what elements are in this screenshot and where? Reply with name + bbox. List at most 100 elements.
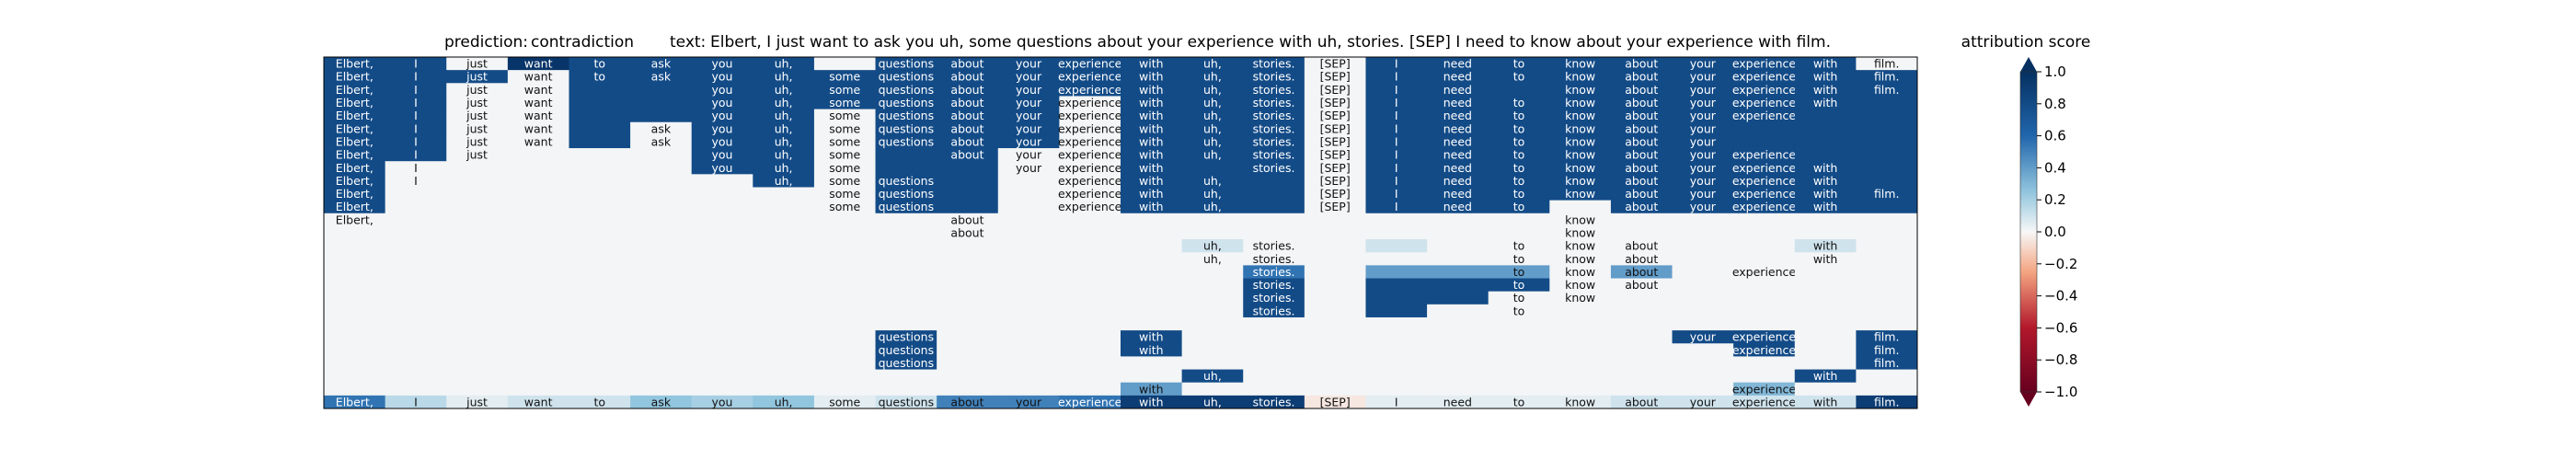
heatmap-cell bbox=[1243, 225, 1305, 240]
token-label: you bbox=[712, 134, 733, 148]
heatmap-cell bbox=[937, 291, 999, 305]
token-label: your bbox=[1690, 57, 1717, 71]
heatmap-cell bbox=[324, 200, 386, 214]
token-label: some bbox=[829, 96, 860, 109]
colorbar-tick-label: 0.4 bbox=[2044, 159, 2066, 176]
token-label: need bbox=[1443, 96, 1472, 109]
heatmap-cell bbox=[446, 239, 509, 253]
heatmap-cell bbox=[1427, 148, 1489, 162]
token-label: experience bbox=[1732, 200, 1797, 213]
heatmap-cell bbox=[937, 356, 999, 370]
heatmap-cell bbox=[1365, 369, 1428, 384]
heatmap-cell bbox=[691, 369, 753, 384]
token-label: to bbox=[1513, 252, 1525, 266]
heatmap-cell bbox=[813, 239, 876, 253]
heatmap-cell bbox=[1672, 109, 1734, 123]
token-label: know bbox=[1565, 278, 1595, 292]
heatmap-cell bbox=[997, 278, 1060, 293]
token-label: need bbox=[1443, 83, 1472, 97]
colorbar-tick-label: 0.0 bbox=[2044, 224, 2066, 240]
heatmap-cell bbox=[1121, 57, 1183, 71]
token-label: Elbert, bbox=[336, 109, 374, 122]
heatmap-cell bbox=[1856, 252, 1918, 266]
heatmap-cell bbox=[997, 316, 1060, 331]
heatmap-cell bbox=[1365, 121, 1428, 136]
heatmap-cell bbox=[1121, 109, 1183, 123]
heatmap-cell bbox=[937, 304, 999, 318]
heatmap-cell bbox=[1304, 225, 1366, 240]
token-label: stories. bbox=[1253, 57, 1295, 71]
heatmap-cell bbox=[1121, 121, 1183, 136]
heatmap-cell bbox=[1427, 395, 1489, 409]
heatmap-cell bbox=[1304, 200, 1366, 214]
token-label: some bbox=[829, 187, 860, 201]
token-label: with bbox=[1813, 96, 1838, 109]
heatmap-cell bbox=[324, 395, 386, 409]
heatmap-cell bbox=[937, 161, 999, 175]
heatmap-cell bbox=[630, 395, 693, 409]
token-label: uh, bbox=[1203, 109, 1222, 122]
heatmap-cell bbox=[1672, 161, 1734, 175]
token-label: I bbox=[1395, 57, 1398, 71]
heatmap-cell bbox=[1304, 121, 1366, 136]
token-label: experience bbox=[1058, 121, 1122, 135]
heatmap-cell bbox=[446, 382, 509, 397]
token-label: your bbox=[1016, 134, 1042, 148]
heatmap-cell bbox=[1243, 96, 1305, 109]
token-label: about bbox=[950, 134, 983, 148]
heatmap-cell bbox=[1672, 134, 1734, 149]
heatmap-cell bbox=[1856, 200, 1918, 214]
token-label: stories. bbox=[1253, 109, 1295, 122]
heatmap-cell bbox=[1181, 70, 1244, 84]
heatmap-cell bbox=[569, 174, 631, 188]
heatmap-cell bbox=[1243, 395, 1305, 409]
heatmap-cell bbox=[1610, 395, 1673, 409]
heatmap-cell bbox=[569, 148, 631, 162]
token-label: uh, bbox=[775, 161, 793, 175]
heatmap-cell bbox=[569, 83, 631, 97]
token-label: Elbert, bbox=[336, 70, 374, 84]
heatmap-cell bbox=[569, 161, 631, 175]
heatmap-cell bbox=[1181, 148, 1244, 162]
heatmap-cell bbox=[1304, 57, 1366, 71]
token-label: some bbox=[829, 134, 860, 148]
colorbar-ticks: 1.0 0.8 0.6 0.4 0.2 0.0 −0.2 −0.4 −0.6 −0.8 −1.0 bbox=[2037, 63, 2077, 400]
heatmap-cell bbox=[1365, 225, 1428, 240]
heatmap-cell bbox=[1181, 174, 1244, 188]
heatmap-cell bbox=[813, 70, 876, 84]
heatmap-cell bbox=[1059, 57, 1121, 71]
token-label: need bbox=[1443, 174, 1472, 188]
heatmap-cell bbox=[446, 304, 509, 318]
token-label: about bbox=[950, 70, 983, 84]
token-label: need bbox=[1443, 70, 1472, 84]
heatmap-cell bbox=[691, 343, 753, 357]
heatmap-cell bbox=[1794, 265, 1857, 279]
heatmap-cell bbox=[1427, 330, 1489, 344]
token-label: about bbox=[1625, 265, 1658, 279]
heatmap-cell bbox=[1365, 109, 1428, 123]
token-label: ask bbox=[651, 70, 672, 84]
heatmap-cell bbox=[630, 356, 693, 370]
heatmap-cell bbox=[630, 343, 693, 357]
heatmap-cell bbox=[875, 200, 937, 214]
token-label: your bbox=[1016, 96, 1042, 109]
heatmap-cell bbox=[1549, 265, 1612, 279]
token-label: film. bbox=[1874, 83, 1900, 97]
heatmap-cell bbox=[569, 187, 631, 201]
heatmap-cell bbox=[630, 369, 693, 384]
heatmap-cell bbox=[324, 96, 386, 109]
heatmap-cell bbox=[1059, 213, 1121, 227]
heatmap-cell bbox=[1794, 174, 1857, 188]
token-label: I bbox=[1395, 83, 1398, 97]
token-label: stories. bbox=[1253, 148, 1295, 162]
heatmap-cell bbox=[1733, 252, 1796, 266]
heatmap-cell bbox=[1794, 134, 1857, 149]
heatmap-cell bbox=[937, 369, 999, 384]
token-label: want bbox=[524, 395, 553, 408]
heatmap-cell bbox=[385, 70, 447, 84]
heatmap-cell bbox=[1427, 356, 1489, 370]
heatmap-cell bbox=[1549, 213, 1612, 227]
heatmap-cell bbox=[1121, 278, 1183, 293]
heatmap-cell bbox=[569, 213, 631, 227]
